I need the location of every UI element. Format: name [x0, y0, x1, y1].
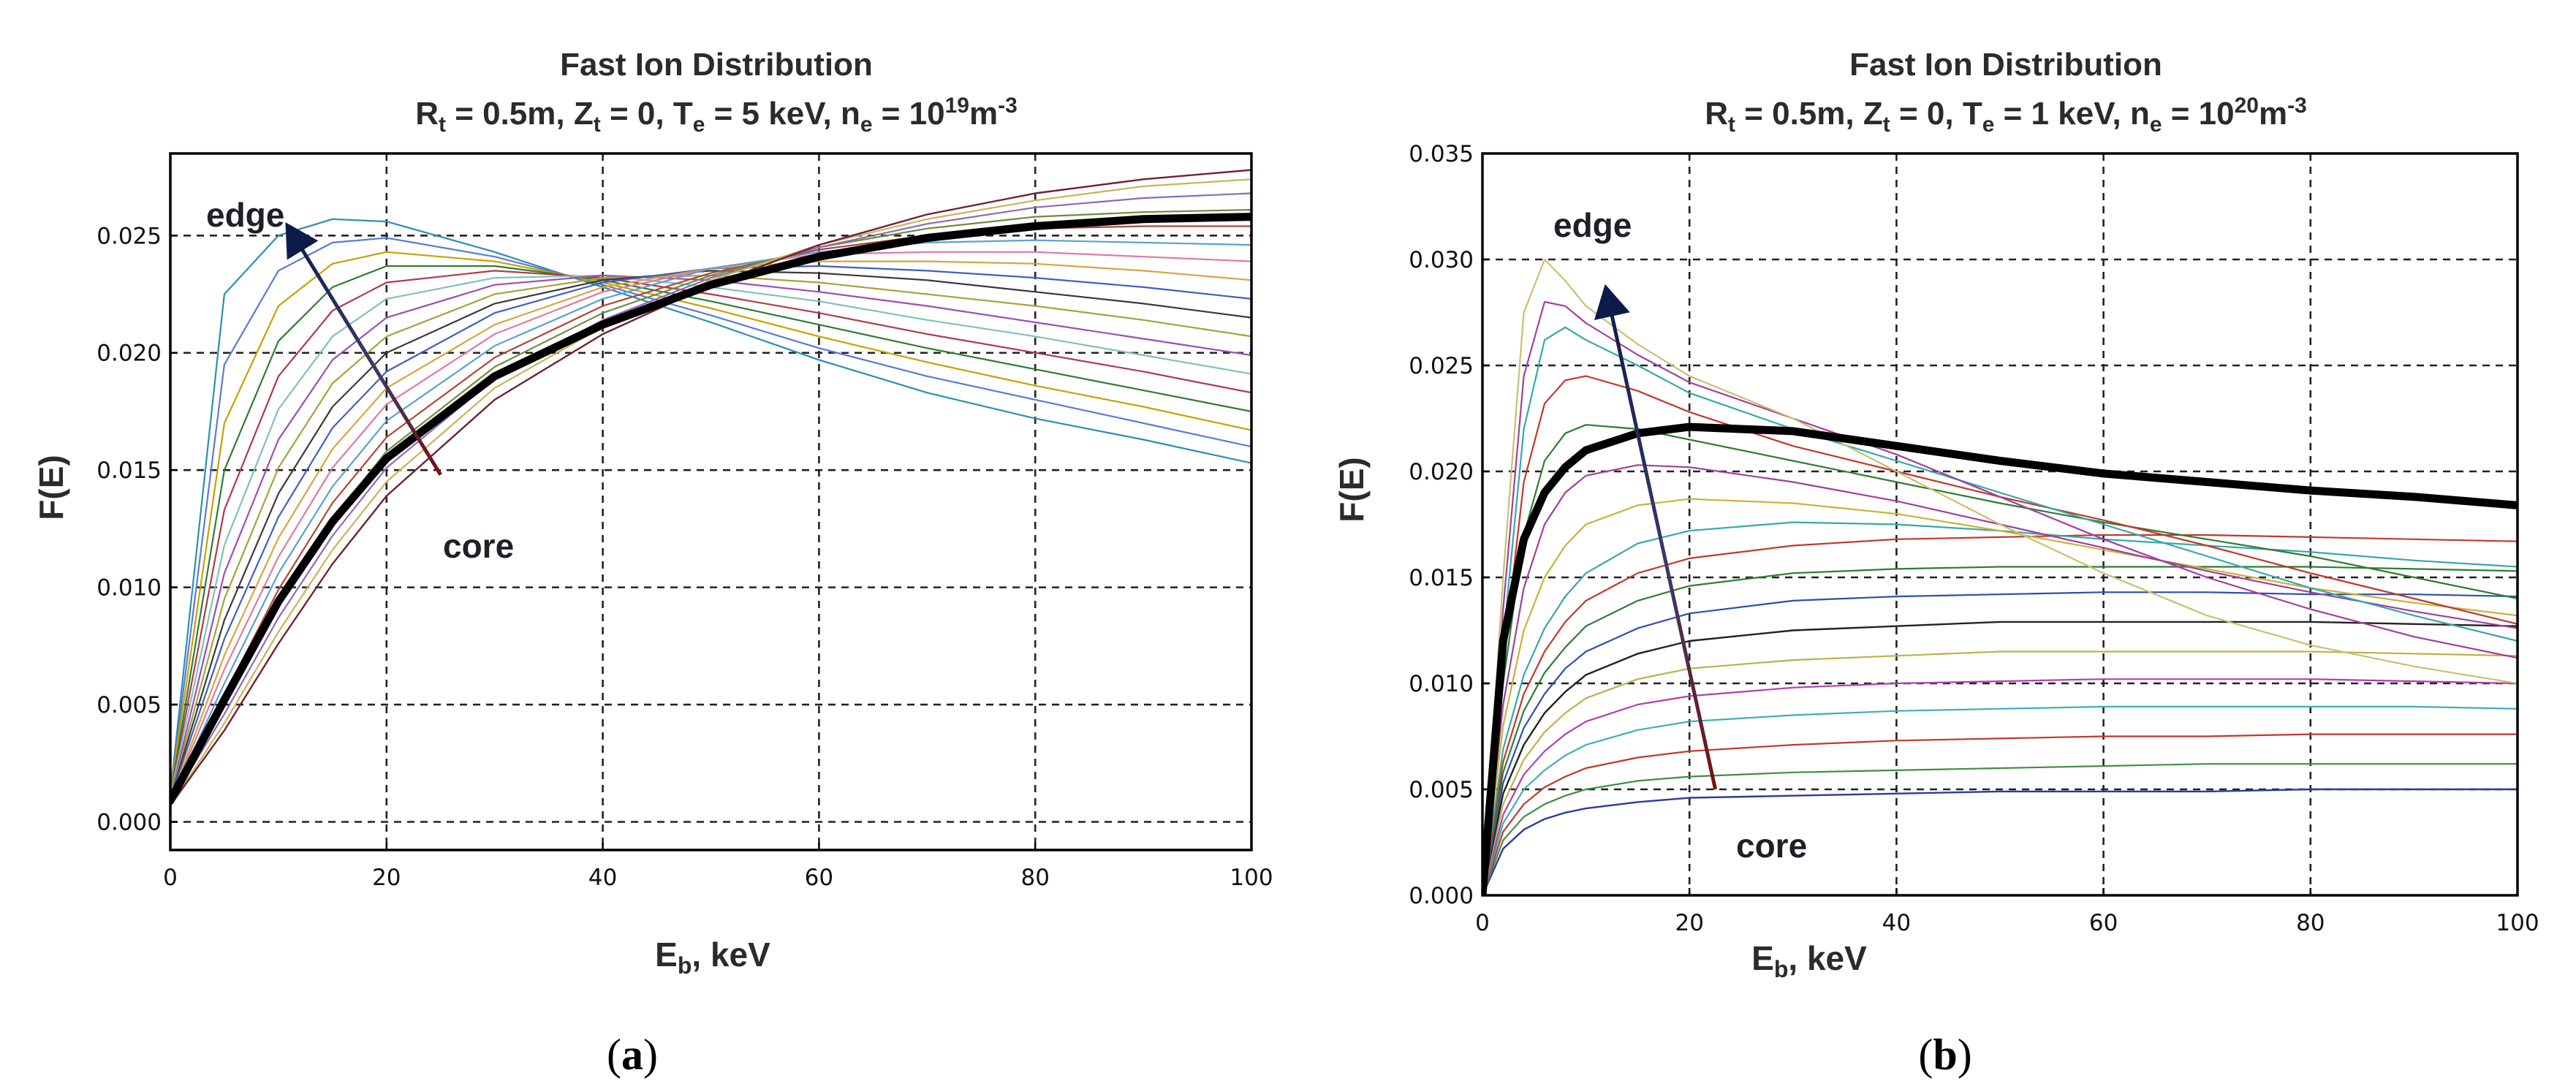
- series-line-bold: [1482, 422, 2518, 895]
- y-tick-label: 0.005: [96, 692, 162, 718]
- series-line-11: [1482, 521, 2518, 895]
- core-to-edge-arrow: [1594, 284, 1718, 790]
- chart-panel-b: Fast Ion Distribution Rt = 0.5m, Zt = 0,…: [1333, 47, 2539, 1079]
- series-line-1: [1482, 788, 2518, 895]
- x-tick-label: 60: [2089, 910, 2118, 936]
- y-tick-label: 0.010: [96, 575, 162, 602]
- x-tick-label: 100: [1230, 865, 1273, 891]
- y-tick-label: 0.015: [1409, 565, 1474, 591]
- chart-subtitle: Rt = 0.5m, Zt = 0, Te = 1 keV, ne = 1020…: [1705, 94, 2307, 137]
- panel-label: (a): [607, 1031, 658, 1079]
- y-tick-label: 0.005: [1409, 777, 1474, 803]
- series-line-4: [1482, 705, 2518, 895]
- series-line-12: [170, 251, 1251, 802]
- series-line-1: [170, 218, 1251, 795]
- panel-label: (b): [1918, 1031, 1971, 1079]
- core-label: core: [1736, 827, 1807, 865]
- series-line-17: [1482, 300, 2518, 895]
- y-tick-label: 0.030: [1409, 247, 1474, 273]
- series-line-2: [170, 237, 1251, 795]
- series-line-18: [1482, 258, 2518, 895]
- series-line-8: [1482, 591, 2518, 895]
- x-tick-label: 0: [163, 865, 178, 891]
- x-tick-label: 60: [805, 865, 833, 891]
- series-line-3: [1482, 733, 2518, 895]
- series-line-10: [170, 265, 1251, 800]
- edge-label: edge: [206, 196, 284, 234]
- plot-frame: [169, 152, 1253, 851]
- y-axis-label: F(E): [1333, 457, 1371, 522]
- series-line-16: [170, 192, 1251, 804]
- x-tick-label: 20: [372, 865, 401, 891]
- y-tick-label: 0.000: [1409, 883, 1474, 909]
- series-line-9: [1482, 566, 2518, 895]
- series-line-bold: [170, 213, 1251, 805]
- series-line-5: [170, 270, 1251, 797]
- series-line-8: [170, 274, 1251, 800]
- x-axis-label: Eb, keV: [655, 936, 770, 979]
- series-line-12: [1482, 498, 2518, 895]
- chart-title: Fast Ion Distribution: [560, 47, 873, 83]
- series-line-15: [1482, 375, 2518, 895]
- y-tick-label: 0.020: [1409, 459, 1474, 485]
- series-line-13: [1482, 464, 2518, 895]
- series-line-10: [1482, 534, 2518, 895]
- series-line-18: [170, 169, 1251, 807]
- series-line-6: [1482, 650, 2518, 895]
- y-tick-label: 0.025: [96, 223, 162, 249]
- y-tick-label: 0.010: [1409, 671, 1474, 697]
- series-line-7: [170, 274, 1251, 800]
- y-tick-label: 0.035: [1409, 141, 1474, 167]
- series-line-11: [170, 260, 1251, 802]
- y-tick-label: 0.025: [1409, 353, 1474, 379]
- x-tick-label: 80: [2296, 910, 2325, 936]
- x-tick-label: 40: [588, 865, 617, 891]
- edge-label: edge: [1553, 206, 1632, 244]
- series-line-7: [1482, 621, 2518, 895]
- series-line-9: [170, 270, 1251, 800]
- chart-title: Fast Ion Distribution: [1849, 47, 2162, 83]
- x-axis-label: Eb, keV: [1751, 939, 1867, 982]
- series-line-16: [1482, 326, 2518, 895]
- series-line-2: [1482, 763, 2518, 895]
- core-label: core: [443, 527, 514, 565]
- series-line-13: [170, 239, 1251, 802]
- y-axis-label: F(E): [32, 455, 70, 520]
- y-tick-label: 0.015: [96, 458, 162, 484]
- x-tick-label: 0: [1475, 910, 1490, 936]
- x-tick-label: 80: [1020, 865, 1049, 891]
- chart-panel-a: Fast Ion Distribution Rt = 0.5m, Zt = 0,…: [32, 47, 1273, 1079]
- plot-frame: [1481, 152, 2519, 897]
- y-tick-label: 0.020: [96, 341, 162, 367]
- x-tick-label: 40: [1882, 910, 1911, 936]
- core-to-edge-arrow: [285, 222, 442, 476]
- series-line-14: [1482, 424, 2518, 895]
- x-tick-label: 100: [2496, 910, 2539, 936]
- chart-subtitle: Rt = 0.5m, Zt = 0, Te = 5 keV, ne = 1019…: [415, 94, 1018, 137]
- series-line-5: [1482, 678, 2518, 895]
- x-tick-label: 20: [1675, 910, 1703, 936]
- y-tick-label: 0.000: [96, 809, 162, 835]
